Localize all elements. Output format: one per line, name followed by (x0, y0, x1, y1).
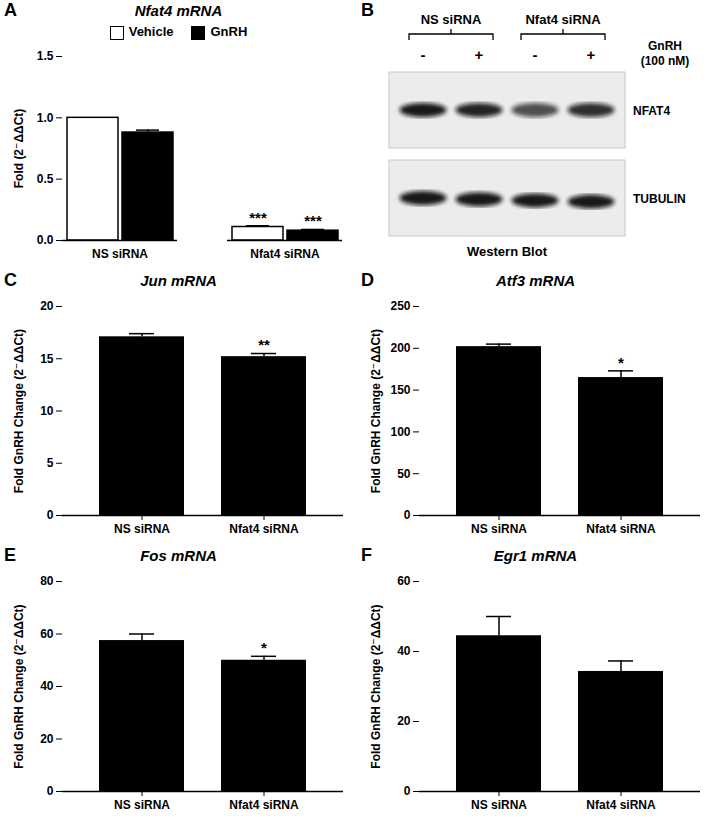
svg-text:-: - (533, 46, 538, 63)
svg-text:+: + (587, 46, 596, 63)
svg-text:Nfat4 siRNA: Nfat4 siRNA (229, 522, 299, 536)
svg-text:Nfat4 siRNA: Nfat4 siRNA (586, 798, 656, 812)
svg-text:1.5: 1.5 (37, 49, 54, 63)
svg-text:Nfat4 siRNA: Nfat4 siRNA (525, 12, 601, 27)
svg-text:15: 15 (40, 352, 54, 366)
html-text:A: A (4, 0, 17, 20)
svg-text:TUBULIN: TUBULIN (633, 192, 686, 206)
svg-text:GnRH: GnRH (648, 39, 682, 53)
svg-text:60: 60 (40, 627, 54, 641)
svg-text:80: 80 (40, 574, 54, 588)
svg-text:Nfat4 siRNA: Nfat4 siRNA (229, 798, 299, 812)
svg-text:5: 5 (47, 456, 54, 470)
svg-text:*: * (618, 354, 624, 371)
svg-text:Fold GnRH Change (2⁻ΔΔCt): Fold GnRH Change (2⁻ΔΔCt) (369, 604, 383, 768)
svg-text:Fold (2⁻ΔΔCt): Fold (2⁻ΔΔCt) (12, 109, 26, 189)
svg-text:***: *** (249, 209, 267, 226)
svg-text:0: 0 (404, 508, 411, 522)
html-text:Vehicle: Vehicle (128, 24, 174, 40)
html-text:B: B (361, 0, 374, 20)
svg-text:NS siRNA: NS siRNA (114, 798, 170, 812)
svg-text:200: 200 (390, 341, 410, 355)
svg-text:40: 40 (40, 679, 54, 693)
html-text:D: D (361, 270, 374, 290)
svg-text:+: + (475, 46, 484, 63)
svg-text:0.0: 0.0 (37, 233, 54, 247)
svg-text:0: 0 (404, 784, 411, 798)
svg-text:150: 150 (390, 383, 410, 397)
svg-text:**: ** (258, 336, 270, 353)
html-text:Nfat4 mRNA: Nfat4 mRNA (134, 2, 223, 19)
svg-text:Fold GnRH Change (2⁻ΔΔCt): Fold GnRH Change (2⁻ΔΔCt) (12, 604, 26, 768)
svg-text:***: *** (304, 212, 322, 229)
html-text:Fos mRNA: Fos mRNA (140, 547, 217, 564)
svg-text:60: 60 (397, 574, 411, 588)
svg-text:NS siRNA: NS siRNA (471, 798, 527, 812)
svg-text:NS siRNA: NS siRNA (92, 247, 148, 261)
svg-text:100: 100 (390, 425, 410, 439)
svg-text:-: - (421, 46, 426, 63)
svg-text:10: 10 (40, 404, 54, 418)
svg-text:NS siRNA: NS siRNA (421, 12, 482, 27)
svg-text:50: 50 (397, 467, 411, 481)
html-text:Jun mRNA: Jun mRNA (140, 272, 217, 289)
svg-text:20: 20 (40, 299, 54, 313)
svg-text:NFAT4: NFAT4 (633, 104, 670, 118)
svg-text:0.5: 0.5 (37, 172, 54, 186)
html-text:Atf3 mRNA: Atf3 mRNA (495, 272, 576, 289)
svg-text:1.0: 1.0 (37, 111, 54, 125)
svg-text:Western Blot: Western Blot (467, 244, 548, 259)
svg-text:*: * (261, 639, 267, 656)
html-text:F: F (361, 545, 372, 565)
svg-text:(100 nM): (100 nM) (641, 54, 690, 68)
svg-text:Nfat4 siRNA: Nfat4 siRNA (586, 522, 656, 536)
svg-text:0: 0 (47, 784, 54, 798)
html-text:C: C (4, 270, 17, 290)
html-text:E: E (4, 545, 16, 565)
svg-text:NS siRNA: NS siRNA (471, 522, 527, 536)
svg-text:0: 0 (47, 508, 54, 522)
svg-text:NS siRNA: NS siRNA (114, 522, 170, 536)
svg-text:250: 250 (390, 299, 410, 313)
html-text:Egr1 mRNA: Egr1 mRNA (493, 547, 578, 564)
html-text:GnRH: GnRH (210, 24, 248, 40)
svg-text:Fold GnRH Change (2⁻ΔΔCt): Fold GnRH Change (2⁻ΔΔCt) (12, 329, 26, 493)
svg-text:Fold GnRH Change (2⁻ΔΔCt): Fold GnRH Change (2⁻ΔΔCt) (369, 329, 383, 493)
svg-text:Nfat4 siRNA: Nfat4 siRNA (250, 247, 320, 261)
svg-text:20: 20 (40, 732, 54, 746)
svg-text:40: 40 (397, 644, 411, 658)
svg-text:20: 20 (397, 714, 411, 728)
